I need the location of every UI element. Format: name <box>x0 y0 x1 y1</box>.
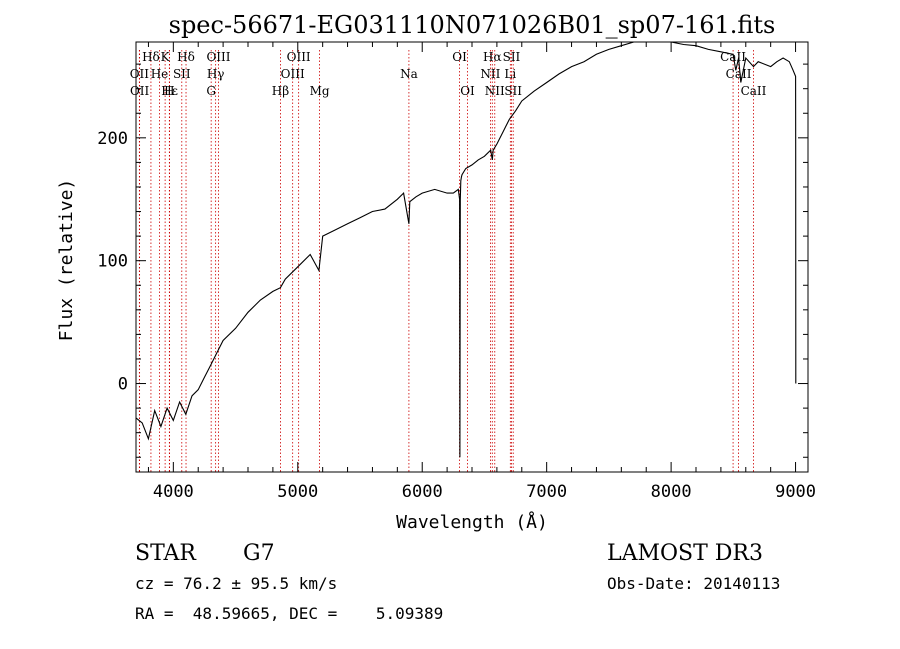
line-marker-label-4: OIII <box>287 50 311 64</box>
line-marker-label-27: CaII <box>741 84 767 98</box>
line-marker-label-23: Mg <box>310 84 330 98</box>
observation-date: Obs-Date: 20140113 <box>607 574 780 593</box>
y-tick-label-1: 100 <box>97 252 128 272</box>
line-marker-label-1: K <box>161 50 171 64</box>
chart-title: spec-56671-EG031110N071026B01_sp07-161.f… <box>169 11 776 39</box>
x-tick-label-3: 7000 <box>526 482 567 502</box>
x-tick-label-0: 4000 <box>153 482 194 502</box>
x-tick-label-5: 9000 <box>775 482 816 502</box>
line-marker-label-3: OIII <box>206 50 230 64</box>
line-marker-label-15: NII <box>480 67 500 81</box>
object-class: STAR <box>135 541 197 566</box>
line-marker-label-7: SII <box>503 50 521 64</box>
object-subclass: G7 <box>243 541 275 566</box>
ra-dec-coordinates: RA = 48.59665, DEC = 5.09389 <box>135 604 443 623</box>
line-marker-label-24: OI <box>460 84 475 98</box>
x-tick-label-2: 6000 <box>402 482 443 502</box>
y-tick-label-2: 200 <box>97 129 128 149</box>
line-marker-label-10: He <box>151 67 169 81</box>
line-marker-label-5: OI <box>452 50 467 64</box>
y-axis-ticks: 0 100 200 <box>97 63 808 458</box>
x-axis-ticks: 4000 5000 6000 7000 8000 9000 <box>147 42 816 502</box>
spectrum-series-line <box>135 41 797 458</box>
line-marker-label-12: Hγ <box>207 67 225 81</box>
line-marker-label-13: OIII <box>281 67 305 81</box>
line-marker-label-17: CaII <box>726 67 752 81</box>
line-marker-label-25: NII <box>485 84 505 98</box>
line-marker-label-18: OII <box>130 84 150 98</box>
line-marker-label-11: SII <box>173 67 191 81</box>
line-marker-label-2: Hδ <box>177 50 195 64</box>
plot-frame <box>135 41 809 473</box>
line-marker-label-22: Hβ <box>272 84 289 98</box>
redshift-velocity: cz = 76.2 ± 95.5 km/s <box>135 574 337 593</box>
x-tick-label-1: 5000 <box>277 482 318 502</box>
y-axis-label: Flux (relative) <box>56 179 77 342</box>
line-marker-label-0: Hδ <box>142 50 160 64</box>
x-axis-label: Wavelength (Å) <box>396 511 548 533</box>
line-marker-label-20: H <box>164 84 174 98</box>
line-marker-label-16: Li <box>504 67 516 81</box>
line-marker-label-6: Hα <box>483 50 502 64</box>
line-marker-label-21: G <box>206 84 216 98</box>
y-tick-label-0: 0 <box>118 375 128 395</box>
line-marker-label-19: Hε <box>161 84 178 98</box>
line-markers <box>138 50 754 472</box>
line-marker-label-26: SII <box>504 84 522 98</box>
line-marker-label-9: OII <box>130 67 150 81</box>
line-marker-label-14: Na <box>400 67 418 81</box>
x-tick-label-4: 8000 <box>651 482 692 502</box>
survey-name: LAMOST DR3 <box>607 541 763 566</box>
